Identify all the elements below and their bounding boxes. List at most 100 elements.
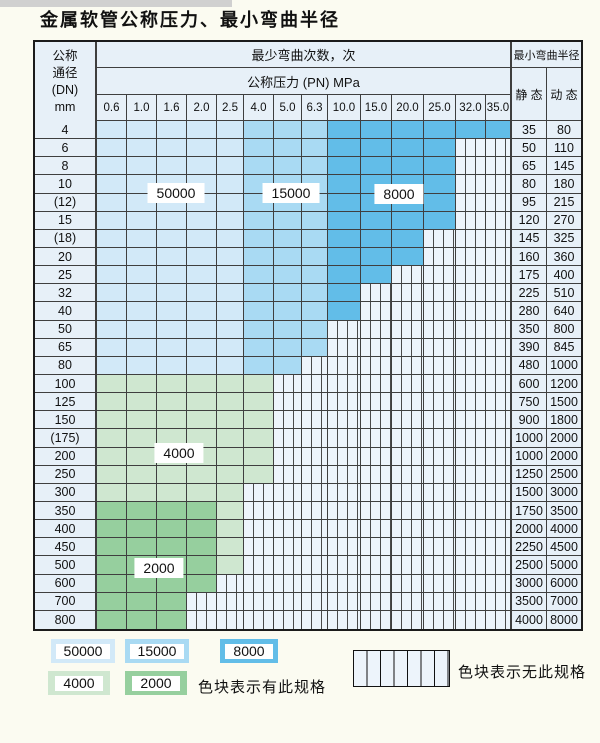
dynamic-radius-cell: 2000	[547, 447, 581, 466]
spec-cell	[187, 465, 217, 484]
legend-swatch-label: 4000	[55, 675, 103, 691]
legend-no-spec-swatch	[353, 650, 450, 687]
dynamic-radius-cell: 110	[547, 139, 581, 158]
no-spec-cell	[328, 320, 361, 339]
spec-cell	[274, 320, 302, 339]
static-radius-cell: 390	[512, 338, 547, 357]
no-spec-cell	[328, 374, 361, 394]
no-spec-cell	[456, 356, 486, 375]
spec-cell	[302, 121, 328, 140]
table-row: 100 600 1200	[35, 374, 581, 394]
static-radius-cell: 1000	[512, 447, 547, 466]
spec-cell	[127, 592, 157, 611]
table-row: 150 900 1800	[35, 411, 581, 430]
no-spec-cell	[328, 501, 361, 521]
no-spec-cell	[274, 465, 302, 484]
spec-cell	[302, 229, 328, 248]
no-spec-cell	[274, 501, 302, 521]
spec-cell	[217, 121, 244, 140]
dn-cell: (12)	[35, 193, 97, 212]
spec-cell	[217, 157, 244, 176]
no-spec-cell	[486, 465, 512, 484]
spec-cell	[157, 574, 187, 593]
dynamic-radius-cell: 145	[547, 157, 581, 176]
no-spec-cell	[424, 338, 456, 357]
static-radius-cell: 145	[512, 229, 547, 248]
spec-cell	[328, 175, 361, 194]
no-spec-cell	[244, 520, 274, 539]
no-spec-cell	[456, 139, 486, 158]
spec-cell	[97, 538, 127, 557]
spec-cell	[244, 247, 274, 267]
no-spec-cell	[456, 211, 486, 230]
table-row: 125 750 1500	[35, 393, 581, 412]
spec-cell	[187, 520, 217, 539]
dn-cell: 10	[35, 175, 97, 194]
no-spec-cell	[274, 556, 302, 575]
no-spec-cell	[361, 465, 392, 484]
no-spec-cell	[328, 483, 361, 502]
dynamic-radius-cell: 215	[547, 193, 581, 212]
no-spec-cell	[392, 538, 424, 557]
no-spec-cell	[361, 302, 392, 321]
dn-cell: 700	[35, 592, 97, 611]
spec-cell	[217, 247, 244, 267]
dynamic-radius-cell: 7000	[547, 592, 581, 611]
no-spec-cell	[456, 520, 486, 539]
spec-cell	[244, 266, 274, 285]
spec-cell	[127, 121, 157, 140]
spec-cell	[157, 592, 187, 611]
spec-cell	[187, 139, 217, 158]
no-spec-cell	[456, 157, 486, 176]
no-spec-cell	[274, 393, 302, 412]
spec-cell	[424, 175, 456, 194]
spec-cell	[187, 284, 217, 303]
spec-cell	[127, 393, 157, 412]
no-spec-cell	[486, 247, 512, 267]
no-spec-cell	[424, 302, 456, 321]
dynamic-radius-cell: 640	[547, 302, 581, 321]
no-spec-cell	[392, 411, 424, 430]
dynamic-radius-cell: 360	[547, 247, 581, 267]
static-radius-cell: 225	[512, 284, 547, 303]
no-spec-cell	[456, 302, 486, 321]
bend-cycles-label: 8000	[374, 184, 424, 204]
no-spec-cell	[424, 266, 456, 285]
no-spec-cell	[328, 556, 361, 575]
no-spec-cell	[328, 447, 361, 466]
no-spec-cell	[392, 556, 424, 575]
static-radius-cell: 480	[512, 356, 547, 375]
spec-cell	[127, 574, 157, 593]
spec-cell	[97, 574, 127, 593]
spec-cell	[97, 229, 127, 248]
bend-cycles-label: 15000	[262, 183, 320, 203]
dn-cell: 4	[35, 121, 97, 140]
spec-cell	[187, 302, 217, 321]
spec-cell	[217, 465, 244, 484]
dn-cell: 6	[35, 139, 97, 158]
no-spec-cell	[274, 374, 302, 394]
spec-cell	[217, 393, 244, 412]
spec-cell	[217, 520, 244, 539]
scan-artifact	[0, 0, 232, 7]
no-spec-cell	[361, 501, 392, 521]
spec-cell	[187, 157, 217, 176]
spec-cell	[392, 247, 424, 267]
no-spec-cell	[392, 374, 424, 394]
spec-cell	[217, 501, 244, 521]
spec-cell	[244, 338, 274, 357]
spec-cell	[157, 465, 187, 484]
legend-swatch: 15000	[125, 639, 189, 663]
spec-cell	[392, 211, 424, 230]
static-radius-cell: 4000	[512, 610, 547, 629]
dynamic-radius-cell: 2000	[547, 429, 581, 448]
no-spec-cell	[486, 393, 512, 412]
spec-cell	[127, 356, 157, 375]
no-spec-cell	[361, 610, 392, 629]
no-spec-cell	[302, 483, 328, 502]
no-spec-cell	[392, 320, 424, 339]
table-row: 200 1000 2000	[35, 447, 581, 466]
dynamic-radius-cell: 800	[547, 320, 581, 339]
no-spec-cell	[361, 538, 392, 557]
dynamic-column-header: 动 态	[547, 68, 581, 121]
